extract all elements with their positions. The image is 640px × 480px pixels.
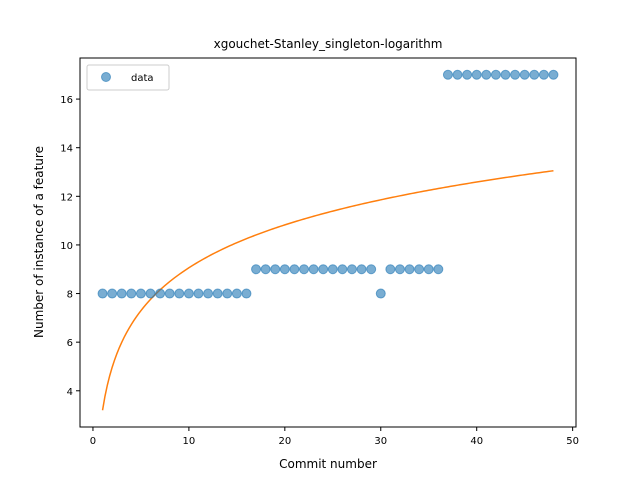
y-tick-label: 8 bbox=[67, 290, 73, 301]
data-point bbox=[462, 69, 473, 80]
data-point bbox=[164, 288, 175, 299]
data-point bbox=[500, 69, 511, 80]
x-tick-label: 40 bbox=[470, 436, 483, 447]
data-point bbox=[126, 288, 137, 299]
data-point bbox=[116, 288, 127, 299]
data-point bbox=[241, 288, 252, 299]
axes-frame bbox=[79, 57, 577, 428]
data-point bbox=[279, 264, 290, 275]
data-point bbox=[529, 69, 540, 80]
data-point bbox=[519, 69, 530, 80]
data-point bbox=[423, 264, 434, 275]
x-axis-label: Commit number bbox=[279, 457, 377, 471]
y-tick-label: 14 bbox=[60, 144, 73, 155]
data-point bbox=[337, 264, 348, 275]
data-points-layer bbox=[97, 69, 559, 299]
data-point bbox=[481, 69, 492, 80]
x-tick-label: 0 bbox=[90, 436, 96, 447]
data-point bbox=[385, 264, 396, 275]
y-tick-label: 12 bbox=[60, 192, 73, 203]
y-axis-label: Number of instance of a feature bbox=[32, 146, 46, 338]
data-point bbox=[510, 69, 521, 80]
data-point bbox=[471, 69, 482, 80]
data-point bbox=[270, 264, 281, 275]
x-tick-label: 10 bbox=[183, 436, 196, 447]
data-point bbox=[193, 288, 204, 299]
y-tick-label: 4 bbox=[67, 387, 73, 398]
y-tick-label: 10 bbox=[60, 241, 73, 252]
data-point bbox=[366, 264, 377, 275]
data-point bbox=[404, 264, 415, 275]
data-point bbox=[222, 288, 233, 299]
data-point bbox=[251, 264, 262, 275]
data-point bbox=[538, 69, 549, 80]
y-tick-label: 6 bbox=[67, 338, 73, 349]
plot-area bbox=[97, 69, 559, 411]
data-point bbox=[135, 288, 146, 299]
fit-curve bbox=[101, 169, 554, 411]
data-point bbox=[183, 288, 194, 299]
data-point bbox=[394, 264, 405, 275]
data-point bbox=[414, 264, 425, 275]
data-point bbox=[346, 264, 357, 275]
data-point bbox=[327, 264, 338, 275]
x-tick-label: 30 bbox=[374, 436, 387, 447]
data-point bbox=[433, 264, 444, 275]
data-point bbox=[145, 288, 156, 299]
data-point bbox=[356, 264, 367, 275]
legend-label-data: data bbox=[131, 73, 154, 84]
data-point bbox=[375, 288, 386, 299]
fit-curve-layer bbox=[101, 169, 554, 411]
data-point bbox=[107, 288, 118, 299]
data-point bbox=[442, 69, 453, 80]
data-point bbox=[548, 69, 559, 80]
x-axis-ticks: 0 10 20 30 40 50 bbox=[90, 427, 579, 447]
data-point bbox=[318, 264, 329, 275]
legend: data bbox=[86, 64, 170, 91]
data-point bbox=[308, 264, 319, 275]
data-point bbox=[212, 288, 223, 299]
data-point bbox=[260, 264, 271, 275]
data-point bbox=[174, 288, 185, 299]
x-tick-label: 20 bbox=[278, 436, 291, 447]
data-point bbox=[155, 288, 166, 299]
data-point bbox=[452, 69, 463, 80]
data-point bbox=[289, 264, 300, 275]
legend-marker bbox=[101, 72, 111, 82]
chart-title: xgouchet-Stanley_singleton-logarithm bbox=[214, 37, 443, 51]
x-tick-label: 50 bbox=[566, 436, 579, 447]
data-point bbox=[490, 69, 501, 80]
data-point bbox=[203, 288, 214, 299]
y-axis-ticks: 4 6 8 10 12 14 16 bbox=[60, 95, 80, 398]
y-tick-label: 16 bbox=[60, 95, 73, 106]
legend-box bbox=[86, 64, 170, 91]
data-point bbox=[231, 288, 242, 299]
data-point bbox=[299, 264, 310, 275]
data-point bbox=[97, 288, 108, 299]
